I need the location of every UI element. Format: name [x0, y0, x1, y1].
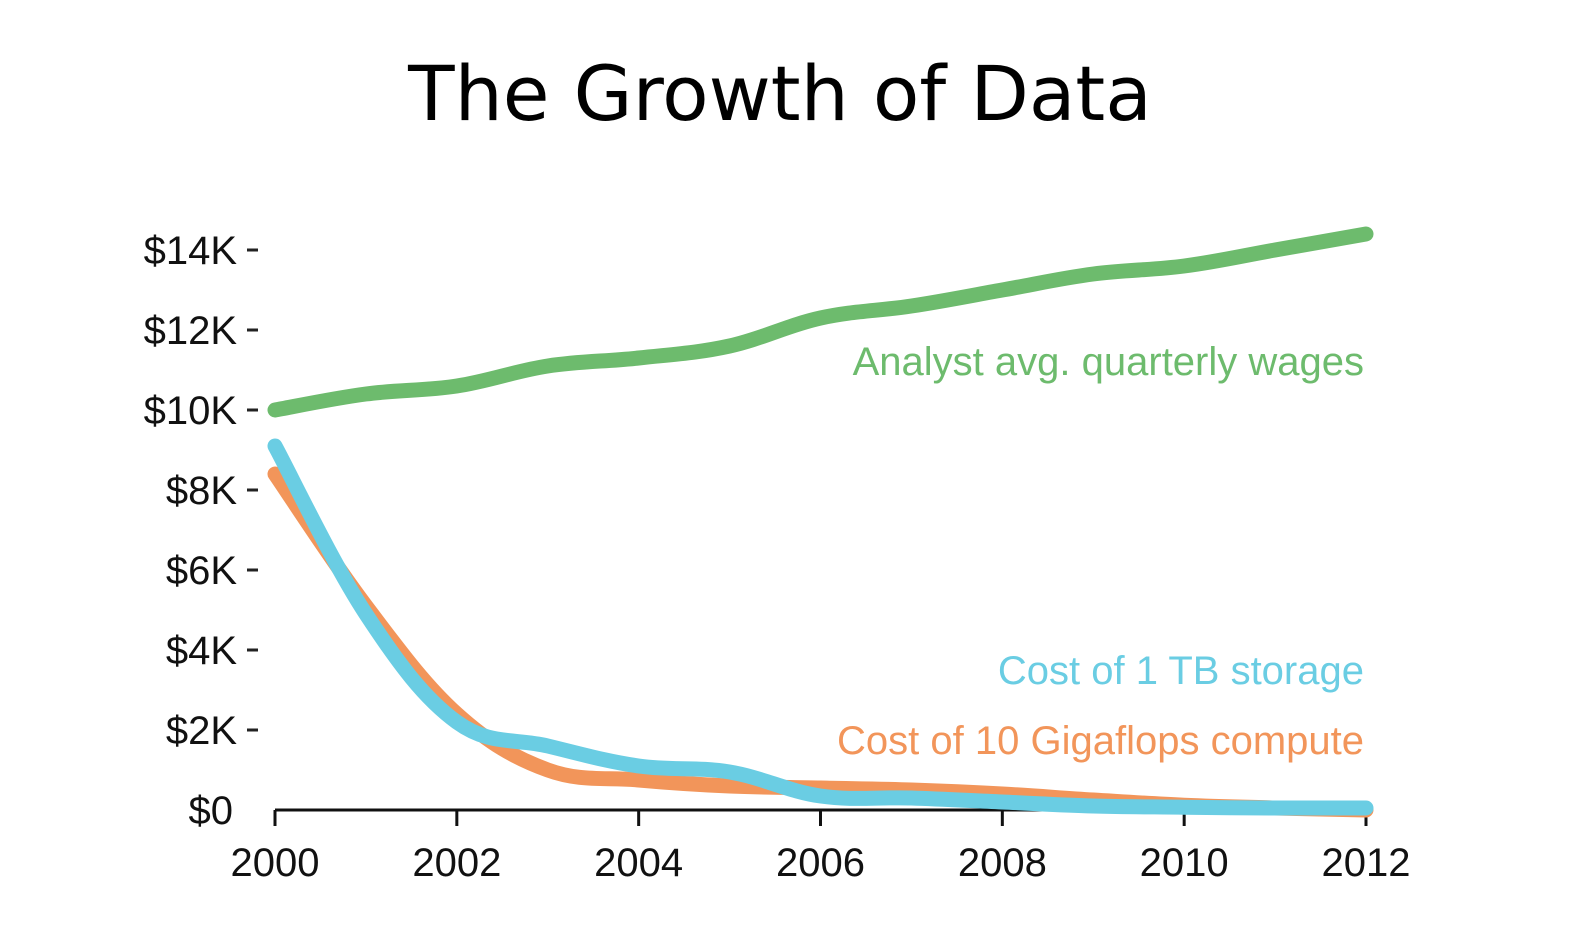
compute-label: Cost of 10 Gigaflops compute	[837, 719, 1364, 763]
y-tick-label: $10K	[144, 389, 238, 433]
y-tick-label: $14K	[144, 229, 238, 273]
y-tick-label: $0	[189, 789, 234, 833]
x-tick-label: 2004	[594, 841, 683, 885]
series-labels: Analyst avg. quarterly wages Cost of 1 TB…	[837, 340, 1364, 763]
storage-line	[267, 438, 1374, 816]
x-tick-label: 2000	[231, 841, 320, 885]
x-tick-label: 2012	[1322, 841, 1411, 885]
x-tick-label: 2006	[776, 841, 865, 885]
x-tick-label: 2010	[1140, 841, 1229, 885]
x-axis: 2000 2002 2004 2006 2008 2010 2012	[231, 808, 1411, 885]
y-tick-label: $4K	[166, 629, 237, 673]
storage-label: Cost of 1 TB storage	[998, 649, 1364, 693]
y-tick-label: $12K	[144, 309, 238, 353]
series-lines	[267, 226, 1374, 818]
x-tick-label: 2002	[412, 841, 501, 885]
y-tick-label: $6K	[166, 549, 237, 593]
wages-line	[267, 226, 1374, 418]
y-axis: $0 $2K $4K $6K $8K $10K $12K $14K	[144, 229, 258, 833]
y-tick-label: $2K	[166, 709, 237, 753]
wages-label: Analyst avg. quarterly wages	[853, 340, 1364, 384]
y-tick-label: $8K	[166, 469, 237, 513]
chart-title: The Growth of Data	[407, 49, 1152, 138]
x-tick-label: 2008	[958, 841, 1047, 885]
